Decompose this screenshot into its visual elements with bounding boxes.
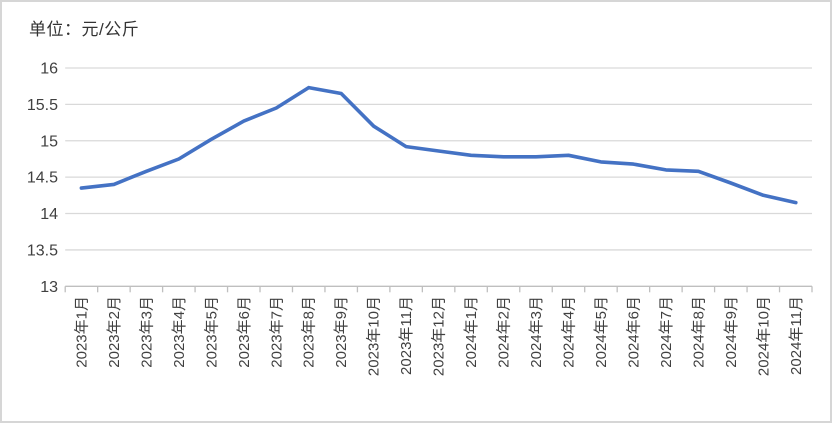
- chart-unit-title: 单位：元/公斤: [29, 20, 140, 39]
- x-axis-label: 2024年8月: [690, 296, 707, 368]
- x-axis-label: 2024年2月: [496, 296, 513, 368]
- x-axis-label: 2024年3月: [528, 296, 545, 368]
- x-axis-label: 2023年5月: [203, 296, 220, 368]
- x-axis-label: 2023年8月: [301, 296, 318, 368]
- x-axis-label: 2024年11月: [788, 296, 805, 375]
- y-axis-label: 13: [40, 279, 58, 296]
- x-axis-label: 2023年1月: [73, 296, 90, 368]
- x-axis-label: 2024年10月: [755, 296, 772, 376]
- x-axis-label: 2024年4月: [560, 296, 577, 368]
- y-axis-label: 14.5: [27, 170, 58, 187]
- x-axis-label: 2023年9月: [333, 296, 350, 368]
- y-axis-label: 15.5: [27, 97, 58, 114]
- x-axis-label: 2023年4月: [171, 296, 188, 368]
- y-axis-label: 13.5: [27, 242, 58, 259]
- x-axis-label: 2023年11月: [398, 296, 415, 375]
- x-axis-label: 2023年6月: [236, 296, 253, 368]
- x-axis-label: 2024年5月: [593, 296, 610, 368]
- x-axis-label: 2023年10月: [366, 296, 383, 376]
- x-axis-label: 2023年2月: [106, 296, 123, 368]
- y-axis-label: 16: [40, 61, 58, 78]
- x-axis-label: 2024年6月: [625, 296, 642, 368]
- x-axis-label: 2023年7月: [268, 296, 285, 368]
- x-axis-label: 2024年1月: [463, 296, 480, 368]
- x-axis-label: 2023年3月: [138, 296, 155, 368]
- x-axis-label: 2024年7月: [658, 296, 675, 368]
- y-axis-label: 15: [40, 133, 58, 150]
- y-axis-label: 14: [40, 206, 58, 223]
- x-axis-label: 2024年9月: [723, 296, 740, 368]
- price-line-series: [79, 85, 798, 205]
- x-axis-label: 2023年12月: [431, 296, 448, 376]
